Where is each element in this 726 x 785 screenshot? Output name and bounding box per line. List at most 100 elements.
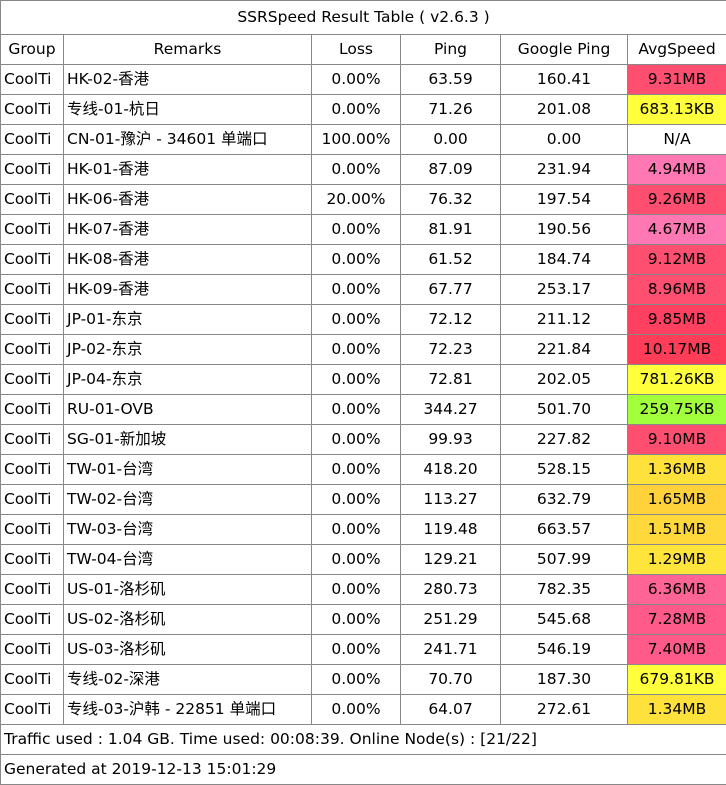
cell-group: CoolTi	[1, 155, 64, 185]
cell-loss: 0.00%	[312, 635, 401, 665]
cell-group: CoolTi	[1, 635, 64, 665]
cell-remarks: HK-09-香港	[64, 275, 312, 305]
cell-loss: 0.00%	[312, 545, 401, 575]
cell-loss: 100.00%	[312, 125, 401, 155]
cell-remarks: HK-06-香港	[64, 185, 312, 215]
cell-google-ping: 184.74	[501, 245, 628, 275]
header-google-ping: Google Ping	[501, 35, 628, 65]
cell-ping: 0.00	[401, 125, 501, 155]
cell-loss: 0.00%	[312, 695, 401, 725]
cell-loss: 0.00%	[312, 65, 401, 95]
header-loss: Loss	[312, 35, 401, 65]
cell-loss: 0.00%	[312, 245, 401, 275]
cell-ping: 241.71	[401, 635, 501, 665]
cell-avg-speed: 683.13KB	[628, 95, 726, 125]
cell-loss: 0.00%	[312, 425, 401, 455]
cell-group: CoolTi	[1, 65, 64, 95]
cell-remarks: HK-08-香港	[64, 245, 312, 275]
cell-avg-speed: 1.36MB	[628, 455, 726, 485]
cell-group: CoolTi	[1, 395, 64, 425]
cell-loss: 0.00%	[312, 395, 401, 425]
cell-google-ping: 197.54	[501, 185, 628, 215]
cell-ping: 64.07	[401, 695, 501, 725]
cell-group: CoolTi	[1, 335, 64, 365]
cell-remarks: TW-04-台湾	[64, 545, 312, 575]
cell-group: CoolTi	[1, 125, 64, 155]
cell-avg-speed: 9.12MB	[628, 245, 726, 275]
header-row: Group Remarks Loss Ping Google Ping AvgS…	[1, 35, 726, 65]
cell-google-ping: 202.05	[501, 365, 628, 395]
title-row: SSRSpeed Result Table ( v2.6.3 )	[1, 1, 726, 35]
cell-ping: 87.09	[401, 155, 501, 185]
cell-loss: 0.00%	[312, 335, 401, 365]
header-remarks: Remarks	[64, 35, 312, 65]
cell-group: CoolTi	[1, 365, 64, 395]
cell-ping: 72.12	[401, 305, 501, 335]
cell-google-ping: 231.94	[501, 155, 628, 185]
cell-google-ping: 190.56	[501, 215, 628, 245]
cell-remarks: US-01-洛杉矶	[64, 575, 312, 605]
cell-avg-speed: 679.81KB	[628, 665, 726, 695]
cell-loss: 0.00%	[312, 455, 401, 485]
cell-remarks: US-02-洛杉矶	[64, 605, 312, 635]
cell-avg-speed: 9.31MB	[628, 65, 726, 95]
cell-avg-speed: 6.36MB	[628, 575, 726, 605]
cell-avg-speed: 1.51MB	[628, 515, 726, 545]
cell-remarks: JP-04-东京	[64, 365, 312, 395]
cell-avg-speed: 7.28MB	[628, 605, 726, 635]
cell-group: CoolTi	[1, 665, 64, 695]
cell-avg-speed: 10.17MB	[628, 335, 726, 365]
cell-ping: 63.59	[401, 65, 501, 95]
cell-google-ping: 187.30	[501, 665, 628, 695]
cell-group: CoolTi	[1, 575, 64, 605]
header-ping: Ping	[401, 35, 501, 65]
footer-generated: Generated at 2019-12-13 15:01:29	[1, 755, 726, 785]
cell-google-ping: 253.17	[501, 275, 628, 305]
cell-google-ping: 663.57	[501, 515, 628, 545]
cell-google-ping: 545.68	[501, 605, 628, 635]
cell-avg-speed: 9.10MB	[628, 425, 726, 455]
cell-google-ping: 211.12	[501, 305, 628, 335]
cell-avg-speed: 781.26KB	[628, 365, 726, 395]
cell-remarks: 专线-03-沪韩 - 22851 单端口	[64, 695, 312, 725]
cell-google-ping: 546.19	[501, 635, 628, 665]
cell-group: CoolTi	[1, 455, 64, 485]
cell-group: CoolTi	[1, 305, 64, 335]
cell-avg-speed: 9.26MB	[628, 185, 726, 215]
cell-group: CoolTi	[1, 425, 64, 455]
cell-remarks: RU-01-OVB	[64, 395, 312, 425]
cell-loss: 0.00%	[312, 275, 401, 305]
cell-avg-speed: 8.96MB	[628, 275, 726, 305]
cell-remarks: US-03-洛杉矶	[64, 635, 312, 665]
cell-ping: 344.27	[401, 395, 501, 425]
footer-traffic: Traffic used : 1.04 GB. Time used: 00:08…	[1, 725, 726, 755]
cell-google-ping: 272.61	[501, 695, 628, 725]
cell-ping: 72.23	[401, 335, 501, 365]
cell-group: CoolTi	[1, 605, 64, 635]
cell-ping: 76.32	[401, 185, 501, 215]
cell-remarks: 专线-02-深港	[64, 665, 312, 695]
header-avg-speed: AvgSpeed	[628, 35, 726, 65]
cell-group: CoolTi	[1, 245, 64, 275]
cell-ping: 67.77	[401, 275, 501, 305]
cell-avg-speed: 259.75KB	[628, 395, 726, 425]
cell-loss: 0.00%	[312, 215, 401, 245]
cell-remarks: 专线-01-杭日	[64, 95, 312, 125]
